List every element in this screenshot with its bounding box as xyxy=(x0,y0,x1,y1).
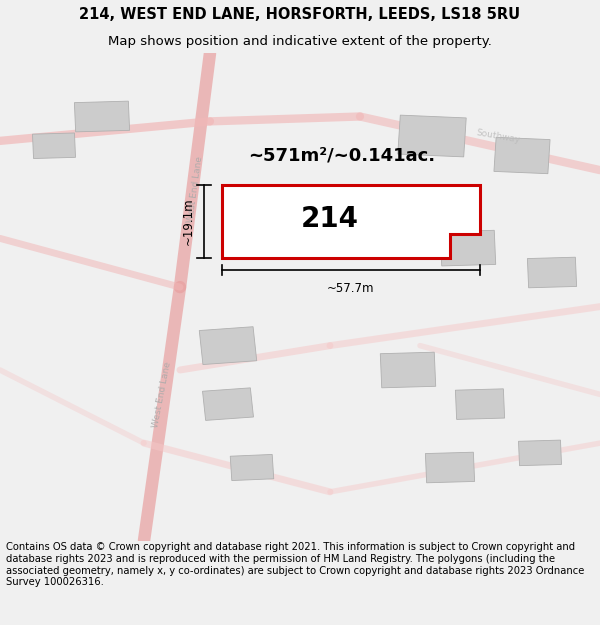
Polygon shape xyxy=(32,133,76,159)
Text: 214, WEST END LANE, HORSFORTH, LEEDS, LS18 5RU: 214, WEST END LANE, HORSFORTH, LEEDS, LS… xyxy=(79,8,521,22)
Polygon shape xyxy=(425,452,475,482)
Polygon shape xyxy=(518,440,562,466)
Polygon shape xyxy=(199,327,257,364)
Polygon shape xyxy=(527,258,577,288)
Text: 214: 214 xyxy=(301,205,359,233)
Polygon shape xyxy=(222,185,480,258)
Text: ~19.1m: ~19.1m xyxy=(182,198,195,245)
Polygon shape xyxy=(230,454,274,481)
Polygon shape xyxy=(380,352,436,388)
Polygon shape xyxy=(398,115,466,157)
Polygon shape xyxy=(494,138,550,174)
Text: West End Lane: West End Lane xyxy=(186,156,204,223)
Polygon shape xyxy=(74,101,130,132)
Text: Southway: Southway xyxy=(475,127,521,144)
Text: ~571m²/~0.141ac.: ~571m²/~0.141ac. xyxy=(248,146,436,164)
Polygon shape xyxy=(455,389,505,419)
Text: West End Lane: West End Lane xyxy=(151,361,173,428)
Text: ~57.7m: ~57.7m xyxy=(327,282,375,295)
Text: Map shows position and indicative extent of the property.: Map shows position and indicative extent… xyxy=(108,35,492,48)
Polygon shape xyxy=(203,388,253,421)
Text: Contains OS data © Crown copyright and database right 2021. This information is : Contains OS data © Crown copyright and d… xyxy=(6,542,584,587)
Polygon shape xyxy=(440,230,496,266)
